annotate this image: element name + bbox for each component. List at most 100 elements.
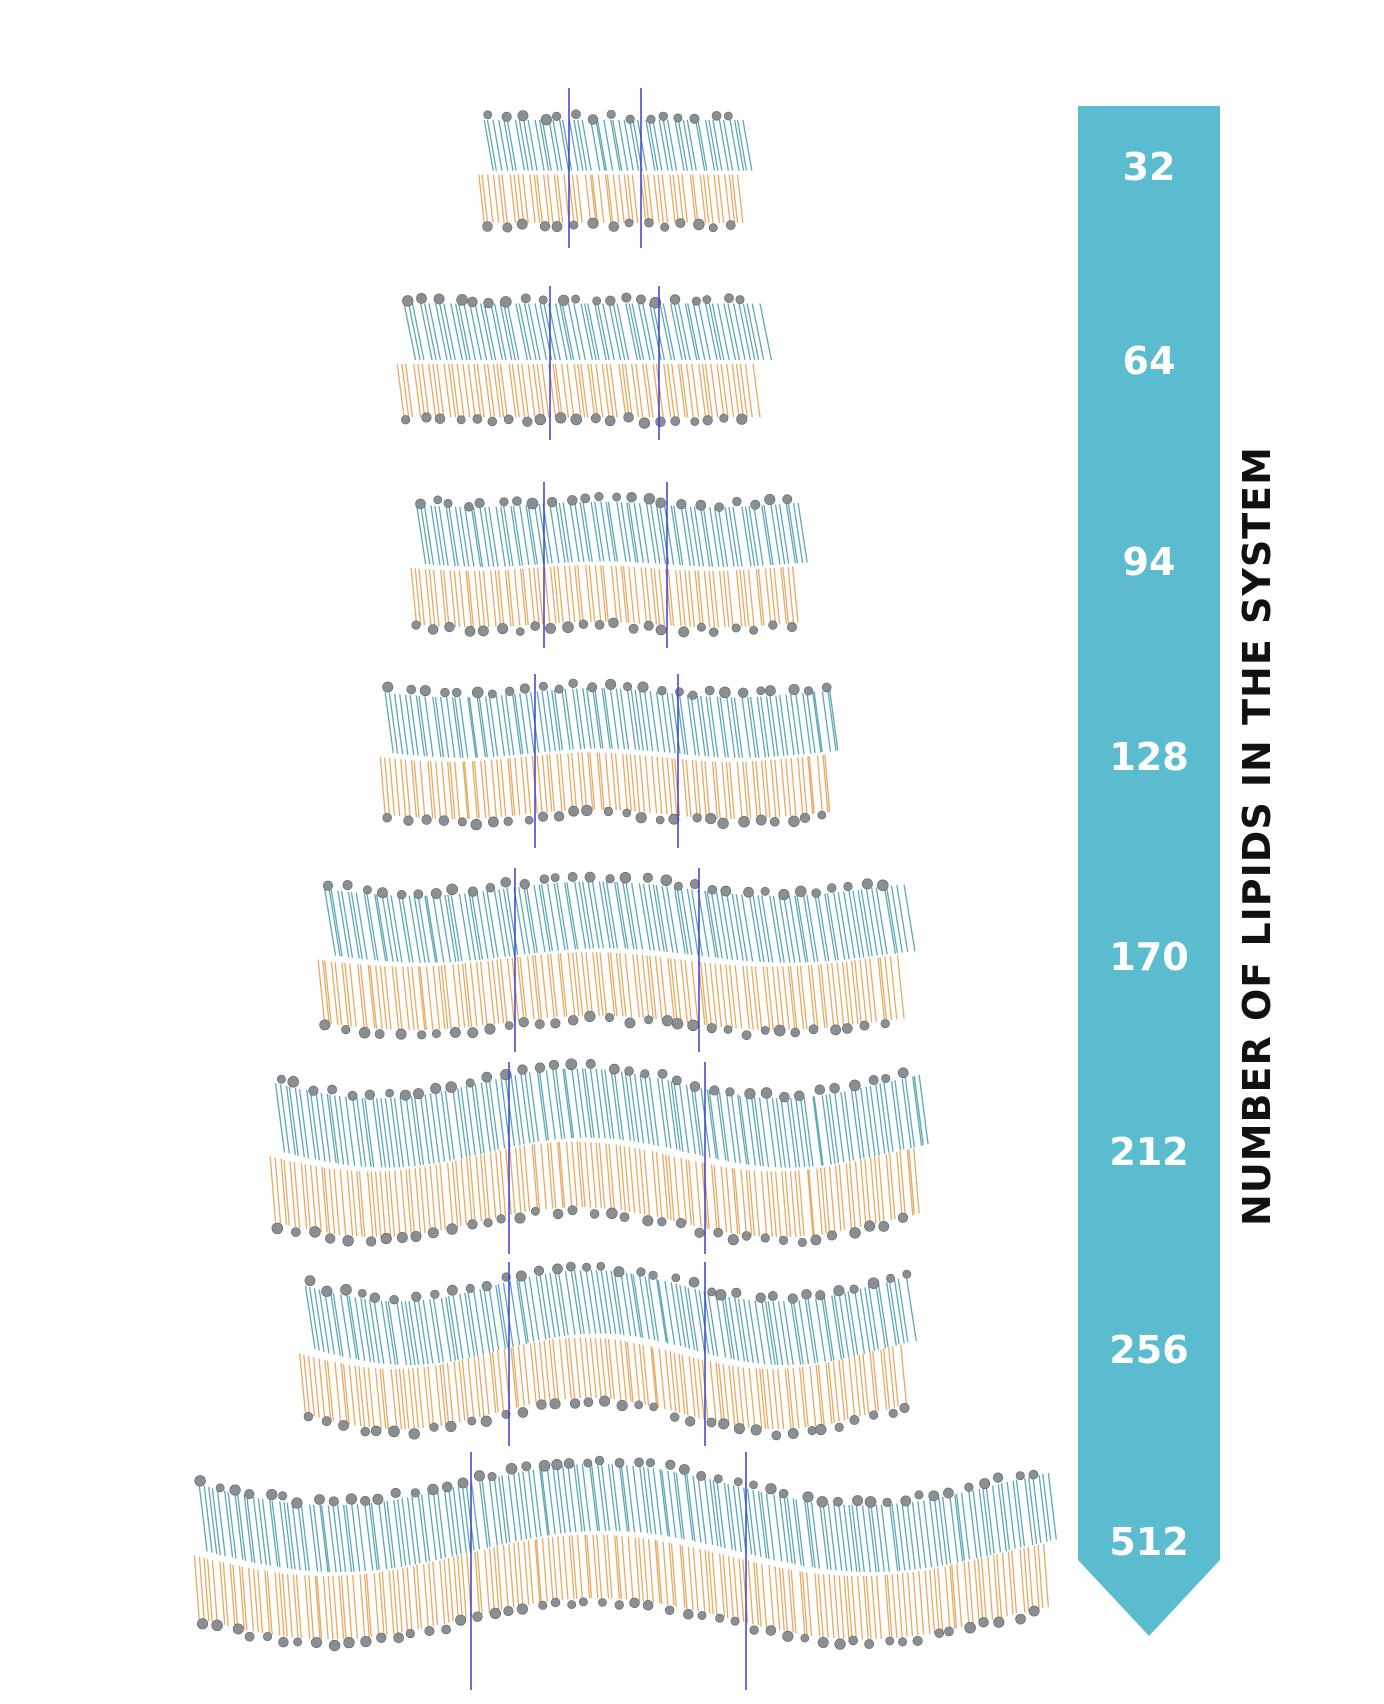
upper-leaflet-lipid xyxy=(985,1486,995,1554)
upper-leaflet-lipid xyxy=(955,1493,966,1561)
upper-leaflet-lipid xyxy=(503,506,514,567)
upper-leaflet-lipid xyxy=(680,888,693,956)
lower-leaflet-lipid xyxy=(543,566,551,624)
lower-leaflet-lipid xyxy=(407,966,415,1031)
upper-leaflet-lipid xyxy=(633,1073,645,1144)
lower-leaflet-lipid xyxy=(310,1165,317,1231)
upper-leaflet-lipid xyxy=(603,688,613,749)
lower-leaflet-lipid xyxy=(615,565,622,623)
upper-leaflet-lipid xyxy=(825,1094,836,1165)
lower-leaflet-lipid xyxy=(266,1571,273,1635)
lower-leaflet-lipid xyxy=(761,1368,769,1430)
lower-headgroup xyxy=(685,1416,696,1427)
lower-leaflet-lipid xyxy=(588,565,596,622)
upper-leaflet-lipid xyxy=(711,303,725,361)
lower-leaflet-lipid xyxy=(784,1171,792,1238)
lower-headgroup xyxy=(788,815,800,828)
upper-leaflet-lipid xyxy=(790,1098,801,1168)
upper-headgroup xyxy=(533,1265,545,1276)
upper-headgroup xyxy=(714,1289,727,1301)
upper-headgroup xyxy=(465,1283,475,1293)
lower-leaflet-lipid xyxy=(679,1544,686,1608)
upper-leaflet-lipid xyxy=(571,1068,582,1138)
upper-leaflet-lipid xyxy=(422,1299,434,1364)
upper-headgroup xyxy=(688,1276,700,1288)
upper-headgroup xyxy=(485,882,496,893)
lower-headgroup xyxy=(293,1637,303,1647)
lower-leaflet-lipid xyxy=(442,1363,450,1425)
upper-leaflet-lipid xyxy=(716,1091,727,1161)
lower-headgroup xyxy=(467,1416,477,1426)
lower-leaflet-lipid xyxy=(519,956,528,1021)
lower-leaflet-lipid xyxy=(781,1171,788,1238)
lower-headgroup xyxy=(438,815,450,826)
upper-headgroup xyxy=(614,1457,625,1468)
lower-leaflet-lipid xyxy=(880,1349,888,1411)
upper-leaflet-lipid xyxy=(361,1097,372,1168)
upper-leaflet-lipid xyxy=(790,1300,802,1365)
upper-leaflet-lipid xyxy=(504,1076,516,1147)
lower-leaflet-lipid xyxy=(510,1347,518,1409)
lower-leaflet-lipid xyxy=(809,1365,817,1427)
upper-headgroup xyxy=(413,889,424,900)
lower-leaflet-lipid xyxy=(814,1573,821,1637)
lower-leaflet-lipid xyxy=(854,1161,862,1227)
membrane-256-lipids xyxy=(299,1261,917,1446)
upper-leaflet-lipid xyxy=(411,1496,421,1564)
lower-leaflet-lipid xyxy=(529,174,536,223)
upper-leaflet-lipid xyxy=(1006,1481,1016,1549)
upper-leaflet-lipid xyxy=(309,1091,321,1161)
lower-leaflet-lipid xyxy=(621,363,630,418)
lower-leaflet-lipid xyxy=(825,1363,833,1424)
lower-leaflet-lipid xyxy=(598,752,605,810)
upper-headgroup xyxy=(605,874,615,884)
lower-leaflet-lipid xyxy=(704,962,713,1027)
upper-leaflet-lipid xyxy=(538,119,550,171)
lower-leaflet-lipid xyxy=(358,1171,366,1237)
lower-leaflet-lipid xyxy=(816,755,823,813)
lower-leaflet-lipid xyxy=(731,1167,739,1234)
lower-leaflet-lipid xyxy=(532,363,541,418)
upper-leaflet-lipid xyxy=(473,1290,485,1355)
upper-leaflet-lipid xyxy=(297,1503,307,1571)
lower-leaflet-lipid xyxy=(394,1170,401,1237)
upper-headgroup xyxy=(849,1079,861,1092)
lower-leaflet-lipid xyxy=(412,1368,420,1429)
upper-leaflet-lipid xyxy=(642,883,655,951)
upper-leaflet-lipid xyxy=(789,694,800,755)
lower-leaflet-lipid xyxy=(398,1368,406,1430)
lower-leaflet-lipid xyxy=(637,1537,645,1602)
lower-leaflet-lipid xyxy=(580,363,589,418)
upper-leaflet-lipid xyxy=(334,1095,345,1165)
upper-headgroup xyxy=(519,683,530,694)
upper-leaflet-lipid xyxy=(486,890,499,958)
lower-leaflet-lipid xyxy=(739,363,748,418)
upper-leaflet-lipid xyxy=(355,892,368,960)
lower-leaflet-lipid xyxy=(488,1548,496,1612)
lower-leaflet-lipid xyxy=(286,1573,293,1638)
lower-leaflet-lipid xyxy=(598,1142,606,1209)
upper-headgroup xyxy=(778,889,790,901)
lower-headgroup xyxy=(489,1607,501,1619)
upper-leaflet-lipid xyxy=(356,1504,366,1572)
upper-leaflet-lipid xyxy=(865,888,878,956)
lower-leaflet-lipid xyxy=(908,1148,915,1215)
lower-leaflet-lipid xyxy=(479,1154,487,1221)
upper-headgroup xyxy=(487,689,497,699)
lower-leaflet-lipid xyxy=(632,953,640,1018)
upper-headgroup xyxy=(868,1075,879,1086)
lower-leaflet-lipid xyxy=(440,569,447,627)
lower-leaflet-lipid xyxy=(499,1150,507,1216)
lower-leaflet-lipid xyxy=(753,1170,761,1237)
upper-leaflet-lipid xyxy=(628,303,642,361)
lower-leaflet-lipid xyxy=(796,965,805,1030)
upper-headgroup xyxy=(244,1489,255,1500)
upper-leaflet-lipid xyxy=(757,1491,768,1559)
upper-leaflet-lipid xyxy=(848,891,861,959)
lower-leaflet-lipid xyxy=(944,1566,951,1631)
upper-leaflet-lipid xyxy=(655,691,666,753)
lipid-count-label: 64 xyxy=(1123,339,1176,383)
upper-leaflet-lipid xyxy=(782,1301,794,1365)
upper-leaflet-lipid xyxy=(890,885,903,953)
lower-leaflet-lipid xyxy=(755,1368,763,1429)
